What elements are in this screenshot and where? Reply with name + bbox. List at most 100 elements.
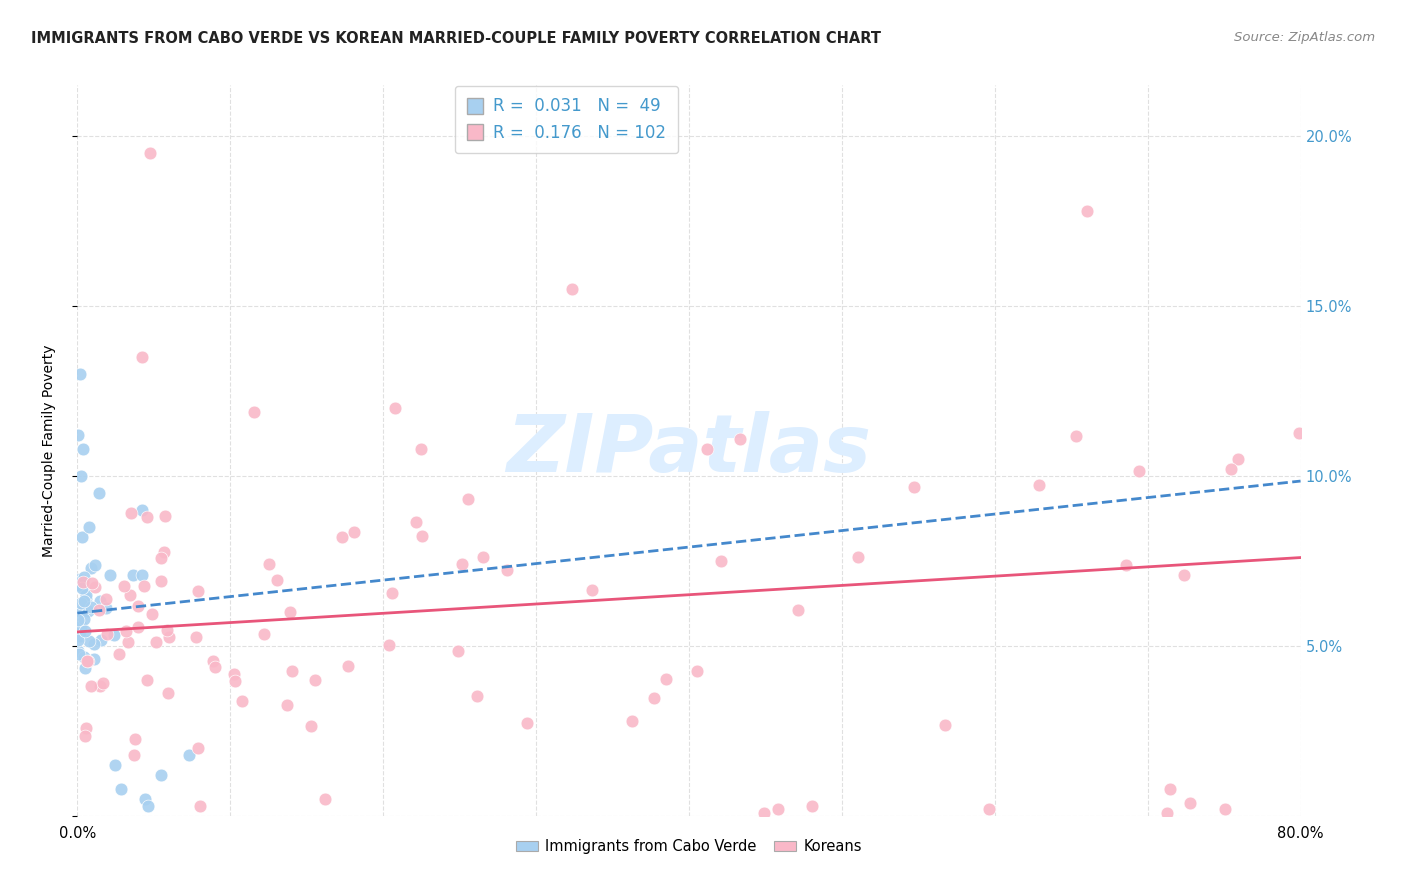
Point [179, 747, 201, 762]
Point [243, 405, 266, 419]
Point [67, 632, 90, 647]
Point [696, 442, 718, 456]
Point [77, 633, 100, 648]
Point [70, 530, 93, 544]
Point [136, 510, 159, 524]
Point [90, 632, 112, 647]
Point [686, 664, 709, 678]
Point [278, 605, 301, 619]
Point [496, 563, 519, 577]
Point [202, 654, 225, 668]
Point [1128, 464, 1150, 478]
Point [120, 506, 142, 520]
Point [655, 672, 678, 686]
Point [94, 600, 117, 615]
Point [67, 578, 90, 592]
Point [516, 716, 538, 731]
Point [131, 350, 153, 364]
Point [104, 758, 127, 772]
Point [150, 551, 173, 566]
Point [73, 661, 96, 675]
Point [132, 579, 155, 593]
Point [127, 599, 149, 613]
Legend: Immigrants from Cabo Verde, Koreans: Immigrants from Cabo Verde, Koreans [510, 833, 868, 860]
Point [150, 574, 173, 589]
Point [384, 401, 406, 415]
Point [69, 616, 91, 631]
Point [98, 567, 121, 582]
Point [447, 643, 470, 657]
Point [330, 530, 353, 544]
Point [1173, 568, 1195, 582]
Point [72, 612, 94, 626]
Point [117, 635, 139, 649]
Point [91, 676, 114, 690]
Point [72, 593, 94, 607]
Point [405, 515, 427, 529]
Point [121, 568, 143, 582]
Point [67, 428, 90, 442]
Point [80, 561, 103, 575]
Point [83, 637, 105, 651]
Point [69, 572, 91, 586]
Point [1076, 203, 1098, 218]
Point [768, 802, 790, 816]
Point [1115, 558, 1137, 573]
Point [108, 648, 131, 662]
Point [76, 654, 98, 668]
Point [96, 627, 118, 641]
Point [934, 718, 956, 732]
Point [70, 619, 93, 633]
Point [152, 545, 174, 559]
Point [75, 729, 97, 743]
Point [304, 673, 326, 688]
Point [643, 691, 665, 706]
Point [1028, 477, 1050, 491]
Point [94, 592, 117, 607]
Point [157, 630, 180, 644]
Point [124, 731, 146, 746]
Point [83, 652, 105, 666]
Point [76, 604, 98, 618]
Point [139, 145, 162, 160]
Point [336, 659, 359, 673]
Point [204, 660, 226, 674]
Point [80, 576, 103, 591]
Point [450, 557, 472, 571]
Point [67, 644, 90, 658]
Point [73, 570, 96, 584]
Point [411, 529, 433, 543]
Point [153, 508, 176, 523]
Point [87, 603, 110, 617]
Point [73, 649, 96, 664]
Point [1064, 429, 1087, 443]
Point [411, 442, 433, 456]
Point [299, 718, 322, 732]
Point [710, 554, 733, 568]
Point [77, 520, 100, 534]
Point [89, 593, 111, 607]
Point [122, 747, 145, 762]
Point [280, 665, 302, 679]
Point [89, 680, 111, 694]
Point [187, 740, 209, 755]
Point [83, 580, 105, 594]
Point [69, 367, 91, 381]
Point [378, 638, 401, 652]
Point [754, 805, 776, 820]
Point [112, 579, 135, 593]
Point [581, 583, 603, 598]
Point [70, 582, 93, 596]
Point [70, 605, 93, 619]
Point [381, 586, 404, 600]
Point [69, 629, 91, 643]
Point [620, 714, 643, 728]
Point [903, 480, 925, 494]
Point [149, 768, 172, 782]
Point [730, 433, 752, 447]
Point [186, 630, 208, 644]
Point [224, 673, 246, 688]
Point [134, 792, 156, 806]
Point [253, 627, 276, 641]
Point [156, 686, 179, 700]
